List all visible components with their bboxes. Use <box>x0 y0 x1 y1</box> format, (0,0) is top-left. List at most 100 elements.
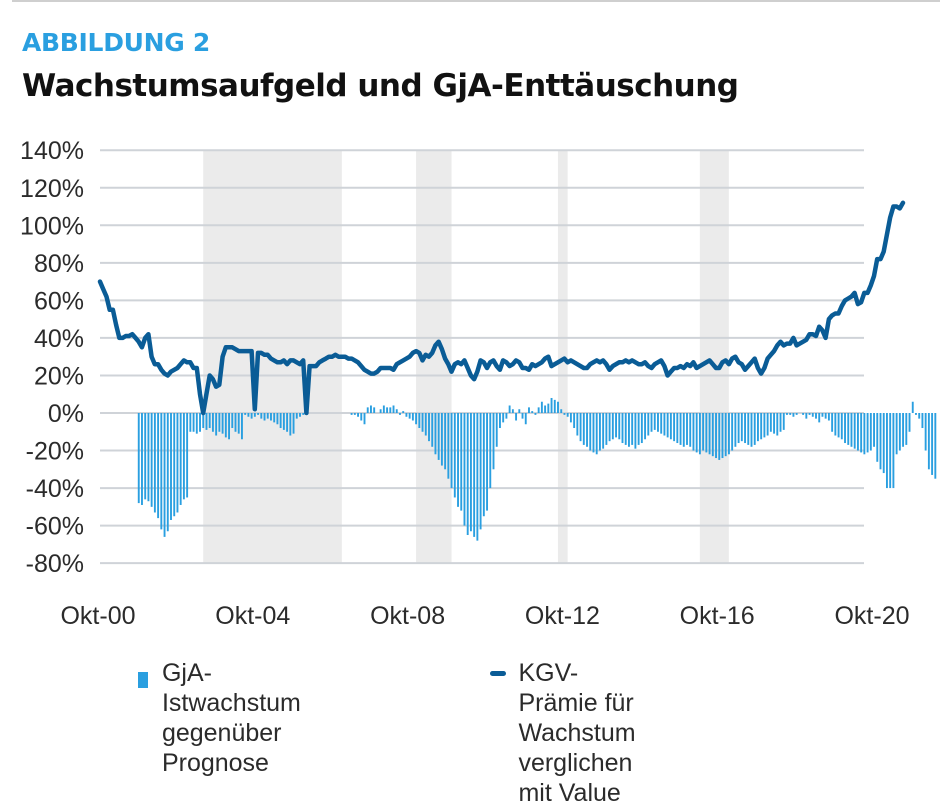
bar <box>760 413 763 440</box>
bar <box>418 413 421 429</box>
gridlines <box>100 149 864 565</box>
bar <box>763 413 766 438</box>
bar <box>811 413 814 417</box>
bar <box>357 413 359 417</box>
bar <box>495 413 498 447</box>
bar <box>166 413 169 532</box>
bar <box>211 413 214 432</box>
bar <box>934 413 937 479</box>
bar <box>553 399 556 413</box>
bar <box>444 413 447 470</box>
figure-label: ABBILDUNG 2 <box>22 28 210 57</box>
bar <box>611 413 614 440</box>
bar <box>373 407 376 413</box>
top-rule <box>12 0 940 2</box>
bar <box>747 413 750 445</box>
bar <box>137 413 140 504</box>
bar <box>866 413 869 453</box>
bar <box>299 413 301 417</box>
bar <box>386 407 389 413</box>
bar-series <box>137 397 937 541</box>
bar <box>786 413 788 415</box>
bar <box>669 413 672 440</box>
bar <box>879 413 882 470</box>
x-tick-label: Okt-08 <box>370 602 445 630</box>
bar <box>795 413 798 415</box>
bar <box>550 397 553 413</box>
bar <box>821 413 824 417</box>
bar <box>279 413 282 429</box>
bar <box>379 409 382 413</box>
bar <box>737 413 740 444</box>
bar <box>208 413 211 429</box>
bar <box>676 413 679 444</box>
bar <box>176 413 179 513</box>
bar <box>547 403 550 413</box>
bar <box>186 413 189 498</box>
bar <box>705 413 708 453</box>
bar <box>437 413 440 460</box>
bar <box>856 413 859 451</box>
bar <box>831 413 834 432</box>
bar <box>898 413 901 451</box>
bar <box>173 413 176 517</box>
bar <box>773 413 776 434</box>
bar <box>673 413 676 442</box>
bar <box>605 413 608 445</box>
bar <box>253 413 256 417</box>
bar <box>231 413 234 429</box>
bar <box>727 413 730 455</box>
bar <box>170 413 172 520</box>
bar <box>886 413 888 489</box>
bar <box>282 413 285 430</box>
bar <box>237 413 240 434</box>
bar <box>350 413 353 415</box>
chart-title: Wachstumsaufgeld und GjA-Enttäuschung <box>22 68 739 104</box>
bar <box>244 413 247 415</box>
bar <box>792 413 795 417</box>
bar <box>476 413 479 541</box>
y-tick-label: 80% <box>34 250 84 278</box>
bar <box>682 413 685 447</box>
bar <box>421 413 424 432</box>
shaded-period <box>699 150 729 564</box>
x-tick-label: Okt-00 <box>60 602 135 630</box>
bar <box>428 413 430 442</box>
bar <box>576 413 579 436</box>
bar <box>473 413 476 537</box>
bar <box>405 413 408 417</box>
bar <box>289 413 292 436</box>
bar <box>563 413 566 415</box>
bar <box>618 413 621 440</box>
bar <box>499 413 501 429</box>
bar <box>624 413 627 445</box>
y-tick-label: 60% <box>34 287 84 315</box>
bar <box>228 413 230 440</box>
x-tick-label: Okt-16 <box>680 602 755 630</box>
y-tick-label: 0% <box>48 400 84 428</box>
bar <box>892 413 895 489</box>
bar <box>721 413 724 459</box>
bar <box>698 413 701 455</box>
bar <box>750 413 753 447</box>
bar <box>569 413 572 423</box>
bar <box>160 413 163 530</box>
bar <box>902 413 905 447</box>
bar <box>163 413 166 537</box>
bar <box>595 413 598 455</box>
bar <box>789 413 792 415</box>
bar <box>447 413 450 479</box>
bar <box>199 413 201 432</box>
bar <box>434 413 437 455</box>
bar <box>411 413 414 421</box>
bar <box>250 413 253 419</box>
legend-swatch-line <box>490 671 507 676</box>
y-tick-label: 20% <box>34 362 84 390</box>
bar <box>486 413 488 511</box>
bar <box>608 413 611 442</box>
bar <box>144 413 147 500</box>
bar <box>657 413 659 432</box>
bar <box>837 413 840 438</box>
bar <box>353 413 356 415</box>
bar <box>489 413 492 489</box>
